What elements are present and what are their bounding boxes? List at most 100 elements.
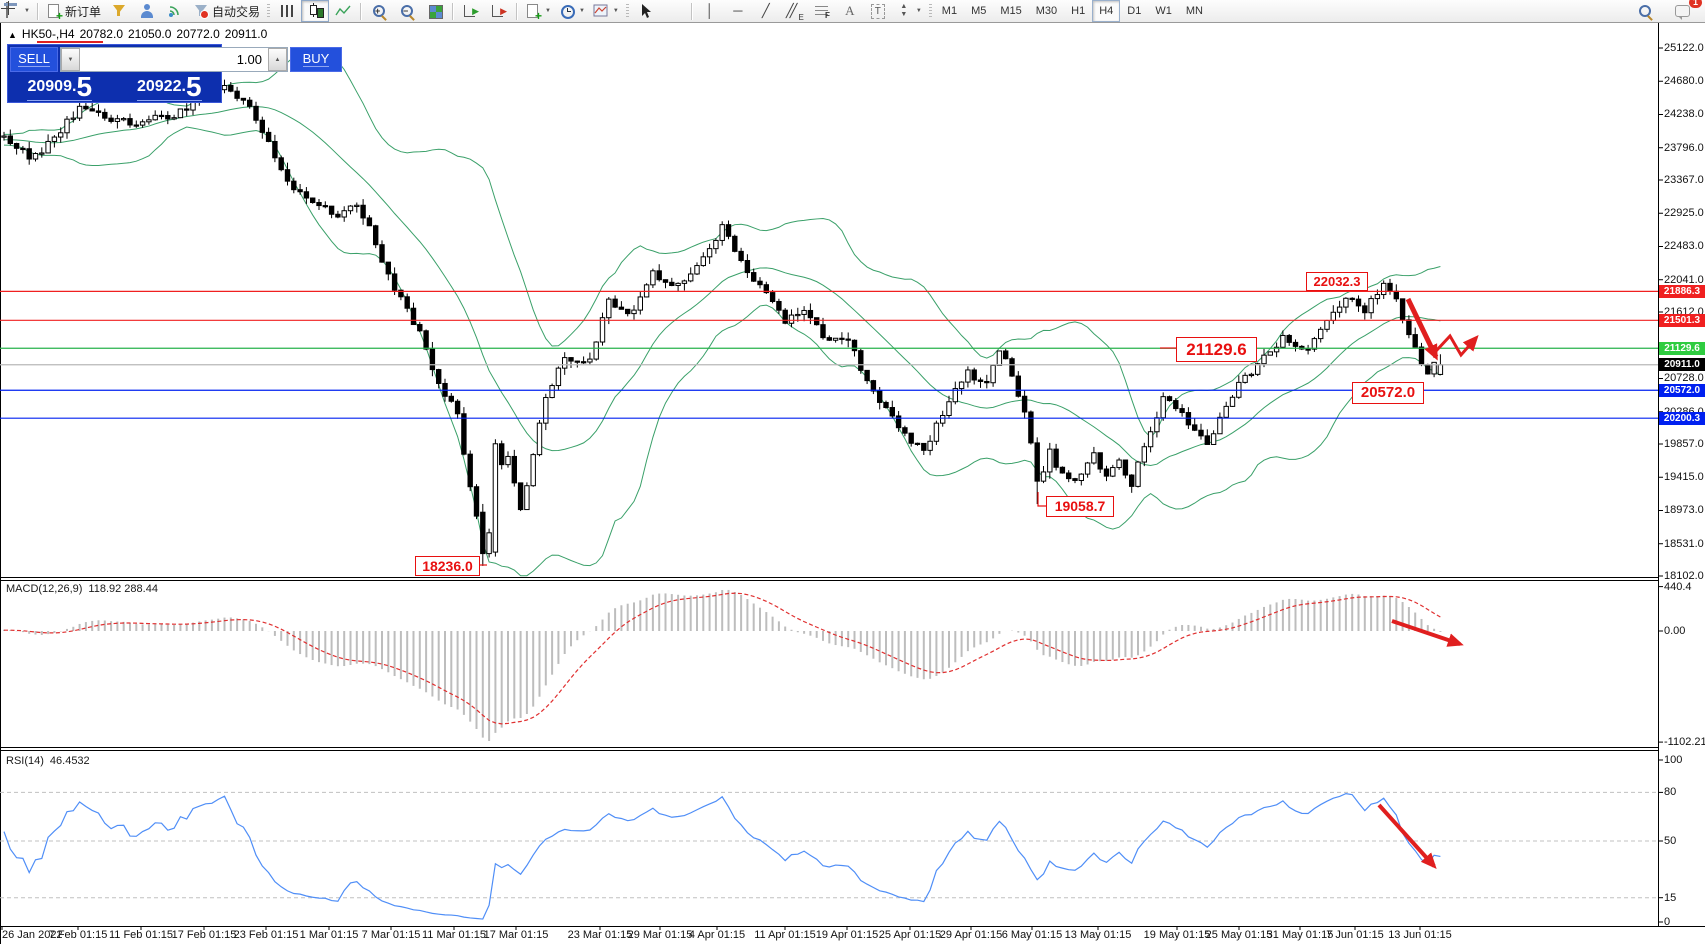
gold-funnel-icon bbox=[111, 3, 127, 19]
volume-increase-button[interactable]: ▲ bbox=[268, 48, 287, 71]
signals-button[interactable] bbox=[161, 0, 189, 22]
toolbar-grip bbox=[625, 3, 629, 19]
chevron-down-icon: ▼ bbox=[612, 8, 619, 14]
main-toolbar: ▼ + 新订单 自动交易 + − ▶ ▶ + ▼ ▼ bbox=[0, 0, 1705, 23]
arrows-button[interactable]: ▲ ▼ ▼ bbox=[892, 0, 926, 22]
notification-badge: 1 bbox=[1689, 0, 1702, 8]
horizontal-line-button[interactable]: ─ bbox=[724, 0, 752, 22]
toolbar-grip bbox=[928, 3, 932, 19]
trendline-button[interactable]: ╱ bbox=[752, 0, 780, 22]
templates-button[interactable]: + ▼ bbox=[521, 0, 555, 22]
zoom-in-button[interactable]: + bbox=[365, 0, 393, 22]
timeframe-m30[interactable]: M30 bbox=[1035, 5, 1058, 17]
toolbar-separator bbox=[36, 2, 39, 20]
toolbar-grip bbox=[266, 3, 270, 19]
fibonacci-icon bbox=[814, 3, 830, 20]
text-label-button[interactable]: T bbox=[864, 0, 892, 22]
bar-chart-mode-button[interactable] bbox=[273, 0, 301, 22]
autotrading-label: 自动交易 bbox=[211, 4, 260, 19]
buy-price-big-digit: 5 bbox=[185, 71, 202, 102]
profile-button[interactable] bbox=[133, 0, 161, 22]
timeframe-m5[interactable]: M5 bbox=[971, 5, 987, 17]
chat-bubble-icon bbox=[1675, 3, 1691, 20]
horizontal-line-icon: ─ bbox=[733, 3, 743, 18]
text-button[interactable]: A bbox=[836, 0, 864, 22]
one-click-trading-panel: SELL ▼ ▲ BUY 20909.5 20922.5 bbox=[7, 44, 342, 103]
sell-price[interactable]: 20909. 5 bbox=[10, 73, 110, 101]
zoom-out-icon: − bbox=[399, 3, 415, 19]
chart-shift-button[interactable]: ▶ bbox=[485, 0, 513, 22]
tile-windows-icon bbox=[427, 3, 443, 19]
notifications-button[interactable]: 1 bbox=[1669, 0, 1702, 22]
candlestick-icon bbox=[307, 3, 324, 19]
timeframe-mn[interactable]: MN bbox=[1185, 5, 1203, 17]
sell-label: SELL bbox=[18, 51, 50, 67]
vertical-line-icon: │ bbox=[705, 3, 714, 18]
zoom-out-button[interactable]: − bbox=[393, 0, 421, 22]
buy-price[interactable]: 20922. 5 bbox=[120, 73, 220, 101]
indicators-button[interactable]: ▼ bbox=[589, 0, 623, 22]
period-button[interactable]: ▼ bbox=[555, 0, 589, 22]
buy-price-point: . bbox=[181, 74, 186, 101]
timeframe-h4[interactable]: H4 bbox=[1092, 0, 1121, 22]
symbol-red-underline bbox=[37, 41, 103, 43]
crosshair-icon bbox=[1, 1, 15, 15]
vertical-line-button[interactable]: │ bbox=[696, 0, 724, 22]
clock-icon bbox=[559, 3, 575, 19]
timeframe-m1[interactable]: M1 bbox=[941, 5, 958, 17]
new-order-label: 新订单 bbox=[64, 4, 101, 19]
chevron-down-icon: ▼ bbox=[544, 8, 551, 14]
template-icon: + bbox=[525, 3, 542, 22]
buy-button[interactable]: BUY bbox=[290, 47, 342, 72]
chart-shift-icon: ▶ bbox=[491, 3, 507, 19]
timeframe-w1[interactable]: W1 bbox=[1155, 5, 1172, 17]
signal-icon bbox=[167, 3, 183, 19]
buy-label: BUY bbox=[302, 51, 330, 67]
buy-price-main: 20922 bbox=[136, 74, 182, 101]
new-order-icon: + bbox=[46, 3, 63, 22]
text-label-icon: T bbox=[870, 3, 886, 19]
line-chart-mode-button[interactable] bbox=[329, 0, 357, 22]
person-icon bbox=[139, 3, 155, 19]
auto-scroll-button[interactable]: ▶ bbox=[457, 0, 485, 22]
autotrading-icon bbox=[193, 3, 209, 19]
candlestick-mode-button[interactable] bbox=[300, 0, 329, 22]
fibonacci-button[interactable] bbox=[808, 0, 836, 22]
chevron-down-icon: ▼ bbox=[915, 8, 922, 14]
chart-window-button[interactable]: ▼ bbox=[0, 0, 34, 22]
volume-spinner: ▼ ▲ bbox=[60, 47, 288, 72]
timeframe-d1[interactable]: D1 bbox=[1127, 5, 1142, 17]
line-chart-icon bbox=[335, 3, 351, 19]
search-button[interactable] bbox=[1631, 0, 1659, 22]
search-icon bbox=[1637, 3, 1653, 19]
arrow-objects-icon: ▲ ▼ bbox=[900, 3, 908, 18]
chevron-down-icon: ▼ bbox=[24, 8, 30, 14]
tile-windows-button[interactable] bbox=[421, 0, 449, 22]
deposit-button[interactable] bbox=[105, 0, 133, 22]
timeframe-m15[interactable]: M15 bbox=[1000, 5, 1022, 17]
channel-icon: ╱╱ bbox=[786, 3, 804, 22]
chart-window-icon bbox=[4, 2, 20, 19]
toolbar-separator bbox=[451, 2, 454, 20]
sell-button[interactable]: SELL bbox=[10, 47, 58, 72]
equidistant-channel-button[interactable]: ╱╱ bbox=[780, 0, 808, 22]
crosshair-button[interactable] bbox=[1, 0, 688, 22]
toolbar-separator bbox=[359, 2, 362, 20]
cursor-button[interactable] bbox=[632, 0, 660, 22]
toolbar-separator bbox=[515, 2, 518, 20]
volume-decrease-button[interactable]: ▼ bbox=[61, 48, 80, 71]
toolbar-separator bbox=[690, 2, 693, 20]
bar-chart-icon bbox=[279, 3, 295, 19]
volume-input[interactable] bbox=[80, 48, 268, 71]
timeframe-h1[interactable]: H1 bbox=[1071, 5, 1086, 17]
text-icon: A bbox=[845, 3, 855, 18]
autotrading-button[interactable]: 自动交易 bbox=[189, 0, 264, 22]
new-order-button[interactable]: + 新订单 bbox=[42, 0, 105, 22]
indicator-icon bbox=[593, 3, 609, 19]
sell-price-big-digit: 5 bbox=[76, 71, 93, 102]
auto-scroll-icon: ▶ bbox=[463, 3, 479, 19]
chevron-down-icon: ▼ bbox=[578, 8, 585, 14]
zoom-in-icon: + bbox=[371, 3, 387, 19]
